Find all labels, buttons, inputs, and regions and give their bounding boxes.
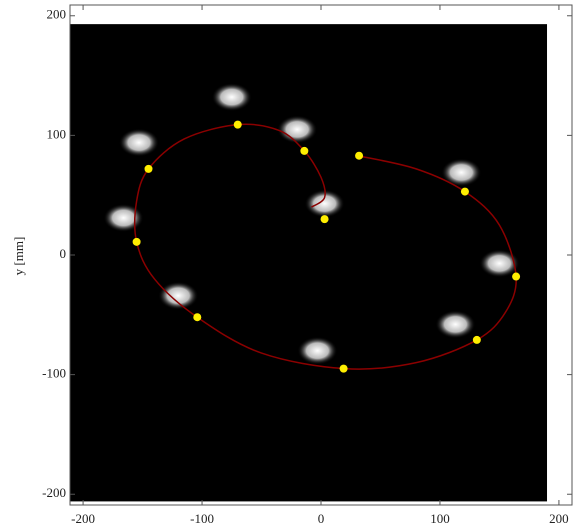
y-axis-label: y [mm] xyxy=(11,237,26,276)
y-tick-label: 100 xyxy=(47,126,67,141)
point xyxy=(321,215,329,223)
point xyxy=(340,365,348,373)
x-tick-label: 200 xyxy=(549,511,569,526)
point xyxy=(473,336,481,344)
x-tick-label: -200 xyxy=(71,511,95,526)
light-spot xyxy=(212,83,252,111)
light-spot xyxy=(158,282,198,310)
light-spot xyxy=(297,337,337,365)
light-spot xyxy=(104,204,144,232)
point xyxy=(461,188,469,196)
y-tick-label: 0 xyxy=(60,246,67,261)
y-tick-label: -100 xyxy=(42,366,66,381)
point xyxy=(234,121,242,129)
image-background xyxy=(70,24,547,501)
point xyxy=(512,273,520,281)
point xyxy=(355,152,363,160)
x-tick-label: 100 xyxy=(430,511,450,526)
x-tick-label: -100 xyxy=(190,511,214,526)
x-tick-label: 0 xyxy=(318,511,325,526)
chart: y [mm] -200 -100 0 100 200 -200 -100 0 100 200 xyxy=(0,0,575,531)
point xyxy=(133,238,141,246)
y-tick-label: -200 xyxy=(42,485,66,500)
point xyxy=(193,313,201,321)
y-tick-label: 200 xyxy=(47,7,67,22)
light-spot xyxy=(435,310,475,338)
point xyxy=(145,165,153,173)
point xyxy=(300,147,308,155)
light-spot xyxy=(277,115,317,143)
light-spot xyxy=(119,129,159,157)
